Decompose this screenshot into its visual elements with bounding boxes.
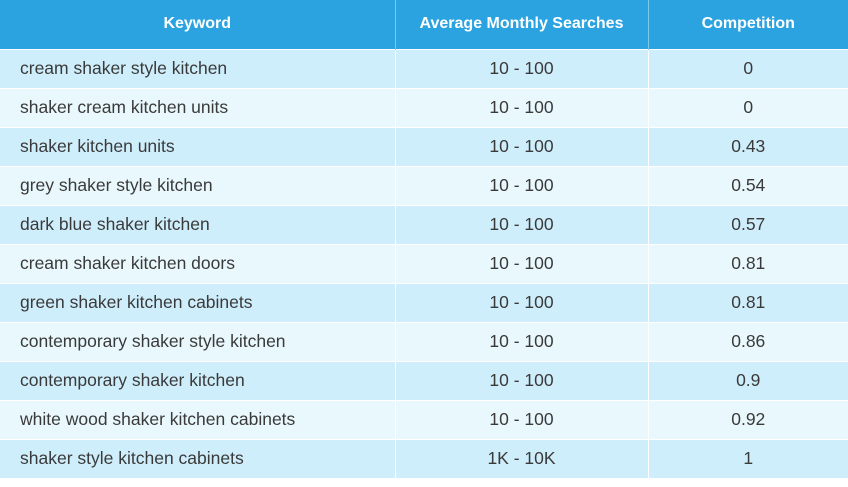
searches-cell: 1K - 10K — [395, 438, 649, 478]
searches-cell: 10 - 100 — [395, 204, 649, 244]
competition-cell: 1 — [648, 438, 848, 478]
searches-cell: 10 - 100 — [395, 126, 649, 166]
keyword-cell: cream shaker style kitchen — [0, 48, 396, 88]
keyword-cell: shaker style kitchen cabinets — [0, 438, 396, 478]
competition-cell: 0.86 — [648, 321, 848, 361]
competition-cell: 0 — [648, 87, 848, 127]
table-row: shaker kitchen units 10 - 100 0.43 — [0, 126, 848, 166]
competition-cell: 0.81 — [648, 282, 848, 322]
competition-cell: 0.92 — [648, 399, 848, 439]
keyword-cell: grey shaker style kitchen — [0, 165, 396, 205]
table-header: Keyword Average Monthly Searches Competi… — [0, 0, 848, 49]
competition-cell: 0.54 — [648, 165, 848, 205]
searches-cell: 10 - 100 — [395, 321, 649, 361]
header-keyword: Keyword — [0, 0, 396, 49]
searches-cell: 10 - 100 — [395, 243, 649, 283]
table-row: cream shaker kitchen doors 10 - 100 0.81 — [0, 243, 848, 283]
table-row: shaker style kitchen cabinets 1K - 10K 1 — [0, 438, 848, 478]
table-row: shaker cream kitchen units 10 - 100 0 — [0, 87, 848, 127]
keyword-cell: white wood shaker kitchen cabinets — [0, 399, 396, 439]
table-row: contemporary shaker style kitchen 10 - 1… — [0, 321, 848, 361]
header-average-monthly-searches: Average Monthly Searches — [395, 0, 649, 49]
competition-cell: 0 — [648, 48, 848, 88]
searches-cell: 10 - 100 — [395, 87, 649, 127]
keyword-cell: green shaker kitchen cabinets — [0, 282, 396, 322]
competition-cell: 0.43 — [648, 126, 848, 166]
table-row: white wood shaker kitchen cabinets 10 - … — [0, 399, 848, 439]
header-row: Keyword Average Monthly Searches Competi… — [0, 0, 848, 49]
table-row: green shaker kitchen cabinets 10 - 100 0… — [0, 282, 848, 322]
searches-cell: 10 - 100 — [395, 360, 649, 400]
header-competition: Competition — [648, 0, 848, 49]
competition-cell: 0.57 — [648, 204, 848, 244]
searches-cell: 10 - 100 — [395, 282, 649, 322]
keyword-cell: contemporary shaker style kitchen — [0, 321, 396, 361]
table-row: cream shaker style kitchen 10 - 100 0 — [0, 48, 848, 88]
table-row: grey shaker style kitchen 10 - 100 0.54 — [0, 165, 848, 205]
searches-cell: 10 - 100 — [395, 165, 649, 205]
keyword-cell: shaker kitchen units — [0, 126, 396, 166]
keyword-cell: contemporary shaker kitchen — [0, 360, 396, 400]
table-body: cream shaker style kitchen 10 - 100 0 sh… — [0, 48, 848, 478]
keyword-cell: shaker cream kitchen units — [0, 87, 396, 127]
searches-cell: 10 - 100 — [395, 399, 649, 439]
table-row: contemporary shaker kitchen 10 - 100 0.9 — [0, 360, 848, 400]
competition-cell: 0.81 — [648, 243, 848, 283]
keyword-cell: dark blue shaker kitchen — [0, 204, 396, 244]
keyword-cell: cream shaker kitchen doors — [0, 243, 396, 283]
table-row: dark blue shaker kitchen 10 - 100 0.57 — [0, 204, 848, 244]
searches-cell: 10 - 100 — [395, 48, 649, 88]
competition-cell: 0.9 — [648, 360, 848, 400]
